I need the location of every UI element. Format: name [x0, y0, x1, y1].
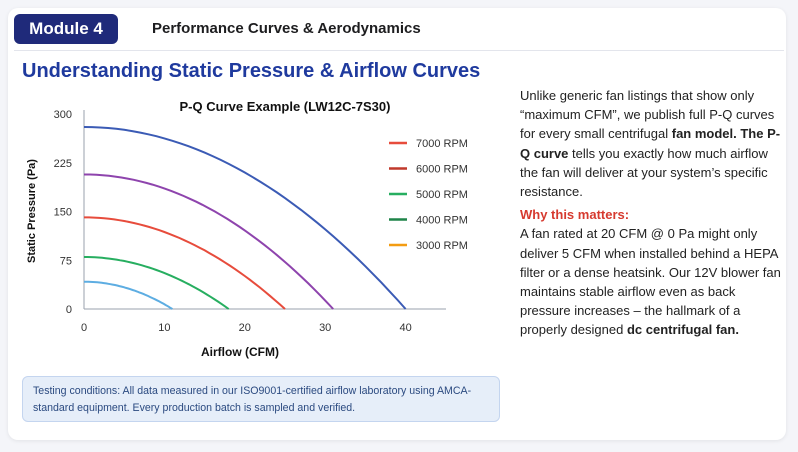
x-tick-label: 40: [399, 322, 411, 334]
legend-label: 3000 RPM: [416, 240, 468, 252]
why-heading: Why this matters:: [520, 207, 630, 223]
description-text: Unlike generic fan listings that show on…: [520, 86, 782, 340]
x-tick-label: 0: [81, 322, 87, 334]
x-tick-label: 10: [158, 322, 170, 334]
legend-label: 4000 RPM: [416, 215, 468, 227]
intro-text: Unlike generic fan listings that show on…: [520, 88, 775, 142]
intro-bold-text: fan model. The P-Q curve: [520, 126, 781, 161]
x-tick-label: 20: [239, 322, 251, 334]
pq-curve-2: [84, 173, 334, 310]
testing-conditions-note: Testing conditions: All data measured in…: [22, 376, 500, 422]
y-tick-label: 75: [60, 255, 72, 267]
pq-curve-4: [84, 256, 230, 310]
legend-label: 5000 RPM: [416, 189, 468, 201]
y-axis-label: Static Pressure (Pa): [26, 159, 38, 263]
page-title: Understanding Static Pressure & Airflow …: [22, 60, 481, 82]
legend-label: 6000 RPM: [416, 164, 468, 176]
pq-curve-5: [84, 280, 173, 310]
legend-label: 7000 RPM: [416, 138, 468, 150]
why-bold-text: dc centrifugal fan.: [626, 322, 739, 338]
x-tick-label: 30: [319, 322, 331, 334]
y-tick-label: 300: [54, 109, 72, 121]
intro-text-end: tells you exactly how much airflow the f…: [520, 145, 768, 200]
module-title: Performance Curves & Aerodynamics: [152, 20, 421, 37]
module-badge: Module 4: [14, 14, 118, 44]
y-tick-label: 150: [54, 207, 72, 219]
y-tick-label: 0: [66, 304, 72, 316]
chart-title: P-Q Curve Example (LW12C-7S30): [180, 99, 391, 114]
header-divider: [14, 50, 784, 51]
why-text: A fan rated at 20 CFM @ 0 Pa might only …: [520, 226, 781, 338]
y-tick-label: 225: [54, 158, 72, 170]
pq-curve-3: [84, 216, 286, 310]
pq-curve-1: [83, 126, 407, 310]
intro-paragraph: Unlike generic fan listings that show on…: [520, 86, 782, 201]
x-axis-label: Airflow (CFM): [201, 345, 279, 359]
why-paragraph: A fan rated at 20 CFM @ 0 Pa might only …: [520, 224, 782, 339]
